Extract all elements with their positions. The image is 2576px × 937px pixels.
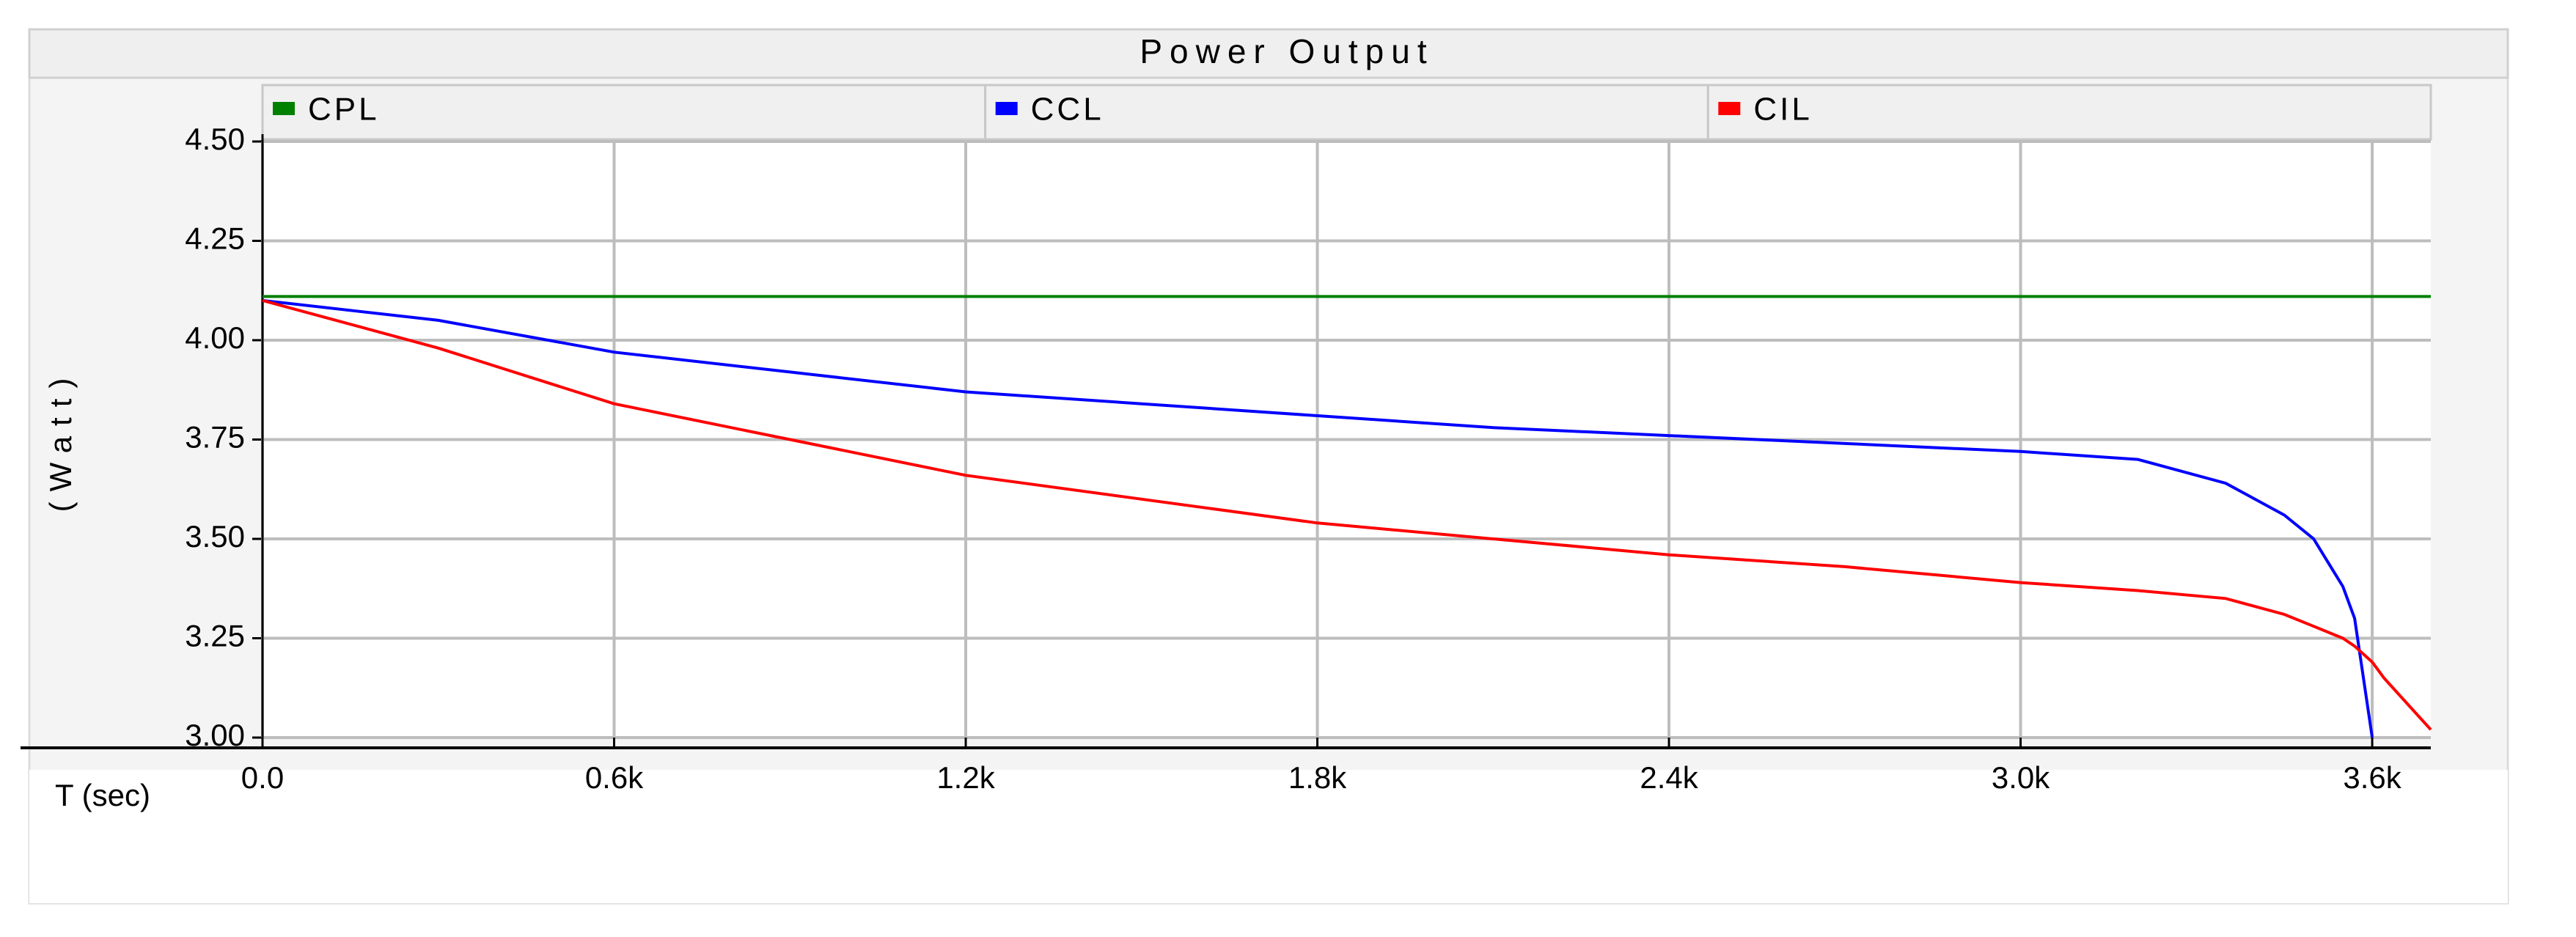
legend-cell bbox=[261, 84, 987, 141]
y-tick-label: 3.75 bbox=[185, 420, 245, 455]
x-tick-label: 0.6k bbox=[585, 760, 644, 795]
y-tick-label: 4.00 bbox=[185, 320, 245, 355]
x-tick-label: 3.0k bbox=[1992, 760, 2050, 795]
legend-cell bbox=[1706, 84, 2432, 141]
y-tick-label: 4.50 bbox=[185, 122, 245, 156]
series-line bbox=[262, 298, 2374, 738]
legend: CPL CCL CIL bbox=[261, 84, 2432, 141]
x-tick-label: 3.6k bbox=[2343, 760, 2401, 795]
x-tick-label: 1.2k bbox=[936, 760, 995, 795]
x-tick-label: 2.4k bbox=[1640, 760, 1698, 795]
x-tick-label: 0.0 bbox=[241, 760, 284, 795]
legend-label: CCL bbox=[1031, 92, 1104, 128]
y-tick-label: 4.25 bbox=[185, 221, 245, 256]
title-bar bbox=[28, 28, 2509, 79]
legend-label: CPL bbox=[308, 92, 380, 128]
chart-title: Power Output bbox=[1140, 32, 1434, 70]
x-axis-area bbox=[29, 770, 2508, 903]
x-tick-label: 1.8k bbox=[1288, 760, 1347, 795]
y-tick-label: 3.25 bbox=[185, 619, 245, 653]
x-axis-label: T (sec) bbox=[55, 778, 150, 812]
y-tick-label: 3.50 bbox=[185, 519, 245, 554]
legend-swatch bbox=[1718, 102, 1741, 115]
legend-swatch bbox=[273, 102, 295, 115]
series-line bbox=[262, 298, 2432, 731]
legend-swatch bbox=[995, 102, 1018, 115]
legend-label: CIL bbox=[1753, 92, 1812, 128]
y-axis-label: (Watt) bbox=[43, 368, 78, 512]
